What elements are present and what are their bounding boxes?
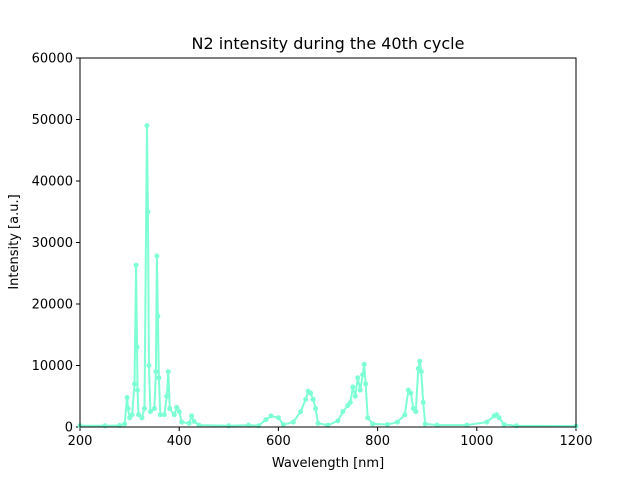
- data-point: [171, 412, 177, 418]
- data-point: [385, 422, 391, 428]
- data-point: [174, 404, 180, 410]
- data-point: [164, 393, 170, 399]
- data-point: [268, 413, 274, 419]
- data-point: [196, 422, 202, 428]
- data-point: [161, 412, 167, 418]
- data-point: [347, 399, 353, 405]
- data-point: [402, 412, 408, 418]
- data-point: [422, 421, 428, 427]
- x-tick-label: 200: [68, 434, 93, 449]
- data-point: [125, 406, 131, 412]
- data-point: [315, 420, 321, 426]
- data-point: [501, 422, 507, 428]
- data-point: [415, 366, 421, 372]
- data-point: [102, 423, 108, 429]
- data-point: [246, 422, 252, 428]
- data-point: [154, 253, 160, 259]
- data-point: [146, 363, 152, 368]
- data-point: [370, 421, 376, 427]
- data-point: [464, 422, 470, 428]
- data-point: [275, 415, 281, 421]
- data-point: [408, 390, 414, 396]
- data-point: [165, 369, 171, 375]
- data-point: [417, 358, 423, 364]
- data-point: [141, 406, 147, 412]
- data-point: [176, 409, 182, 415]
- data-point: [189, 413, 195, 419]
- x-tick-label: 800: [365, 434, 390, 449]
- data-point: [147, 409, 153, 415]
- x-tick-label: 1200: [559, 434, 592, 449]
- data-point: [360, 372, 366, 378]
- data-point: [325, 422, 331, 428]
- data-point: [167, 406, 173, 412]
- data-point: [355, 375, 361, 381]
- data-point: [256, 423, 262, 429]
- data-point: [124, 394, 130, 400]
- y-tick-label: 60000: [32, 52, 73, 67]
- y-tick-label: 50000: [32, 113, 73, 128]
- data-point: [363, 381, 369, 387]
- data-point: [155, 313, 161, 319]
- data-point: [350, 384, 356, 390]
- data-line: [80, 125, 577, 428]
- y-tick-label: 0: [65, 421, 73, 436]
- data-point: [340, 409, 346, 415]
- y-tick-label: 20000: [32, 298, 73, 313]
- y-tick-label: 40000: [32, 175, 73, 190]
- data-point: [335, 418, 341, 424]
- data-point: [139, 415, 145, 421]
- data-point: [484, 419, 490, 425]
- data-point: [394, 419, 400, 425]
- data-point: [310, 396, 316, 402]
- data-point: [157, 412, 163, 418]
- data-point: [496, 415, 502, 421]
- x-tick-label: 1000: [460, 434, 493, 449]
- data-point: [153, 369, 159, 375]
- data-point: [434, 422, 440, 428]
- data-point: [290, 419, 296, 425]
- data-point: [186, 420, 192, 426]
- data-point: [413, 409, 419, 415]
- data-point: [133, 262, 139, 268]
- y-axis-label: Intensity [a.u.]: [7, 194, 22, 289]
- data-point: [308, 390, 314, 396]
- y-tick-label: 10000: [32, 359, 73, 374]
- data-point: [144, 123, 150, 129]
- data-point: [352, 393, 358, 399]
- data-point: [513, 423, 519, 429]
- data-point: [365, 415, 371, 421]
- x-axis-label: Wavelength [nm]: [272, 456, 384, 471]
- data-point: [122, 421, 128, 427]
- data-point: [132, 381, 138, 387]
- data-point: [156, 375, 162, 381]
- data-point: [313, 406, 319, 412]
- x-tick-label: 400: [167, 434, 192, 449]
- data-point: [191, 418, 197, 424]
- data-point: [151, 406, 157, 412]
- y-tick-label: 30000: [32, 236, 73, 251]
- data-point: [179, 419, 185, 425]
- data-point: [361, 361, 367, 367]
- data-point: [129, 412, 135, 418]
- data-point: [280, 422, 286, 428]
- chart-title: N2 intensity during the 40th cycle: [192, 34, 465, 53]
- plot-frame: [79, 57, 577, 428]
- data-point: [136, 412, 142, 418]
- data-point: [145, 209, 151, 215]
- x-tick-label: 600: [266, 434, 291, 449]
- data-point: [263, 417, 269, 423]
- data-point: [135, 387, 141, 393]
- data-point: [134, 344, 140, 350]
- data-point: [357, 387, 363, 393]
- data-point: [418, 369, 424, 375]
- data-point: [226, 423, 232, 429]
- data-point: [303, 396, 309, 402]
- data-point: [420, 399, 426, 405]
- data-point: [298, 409, 304, 415]
